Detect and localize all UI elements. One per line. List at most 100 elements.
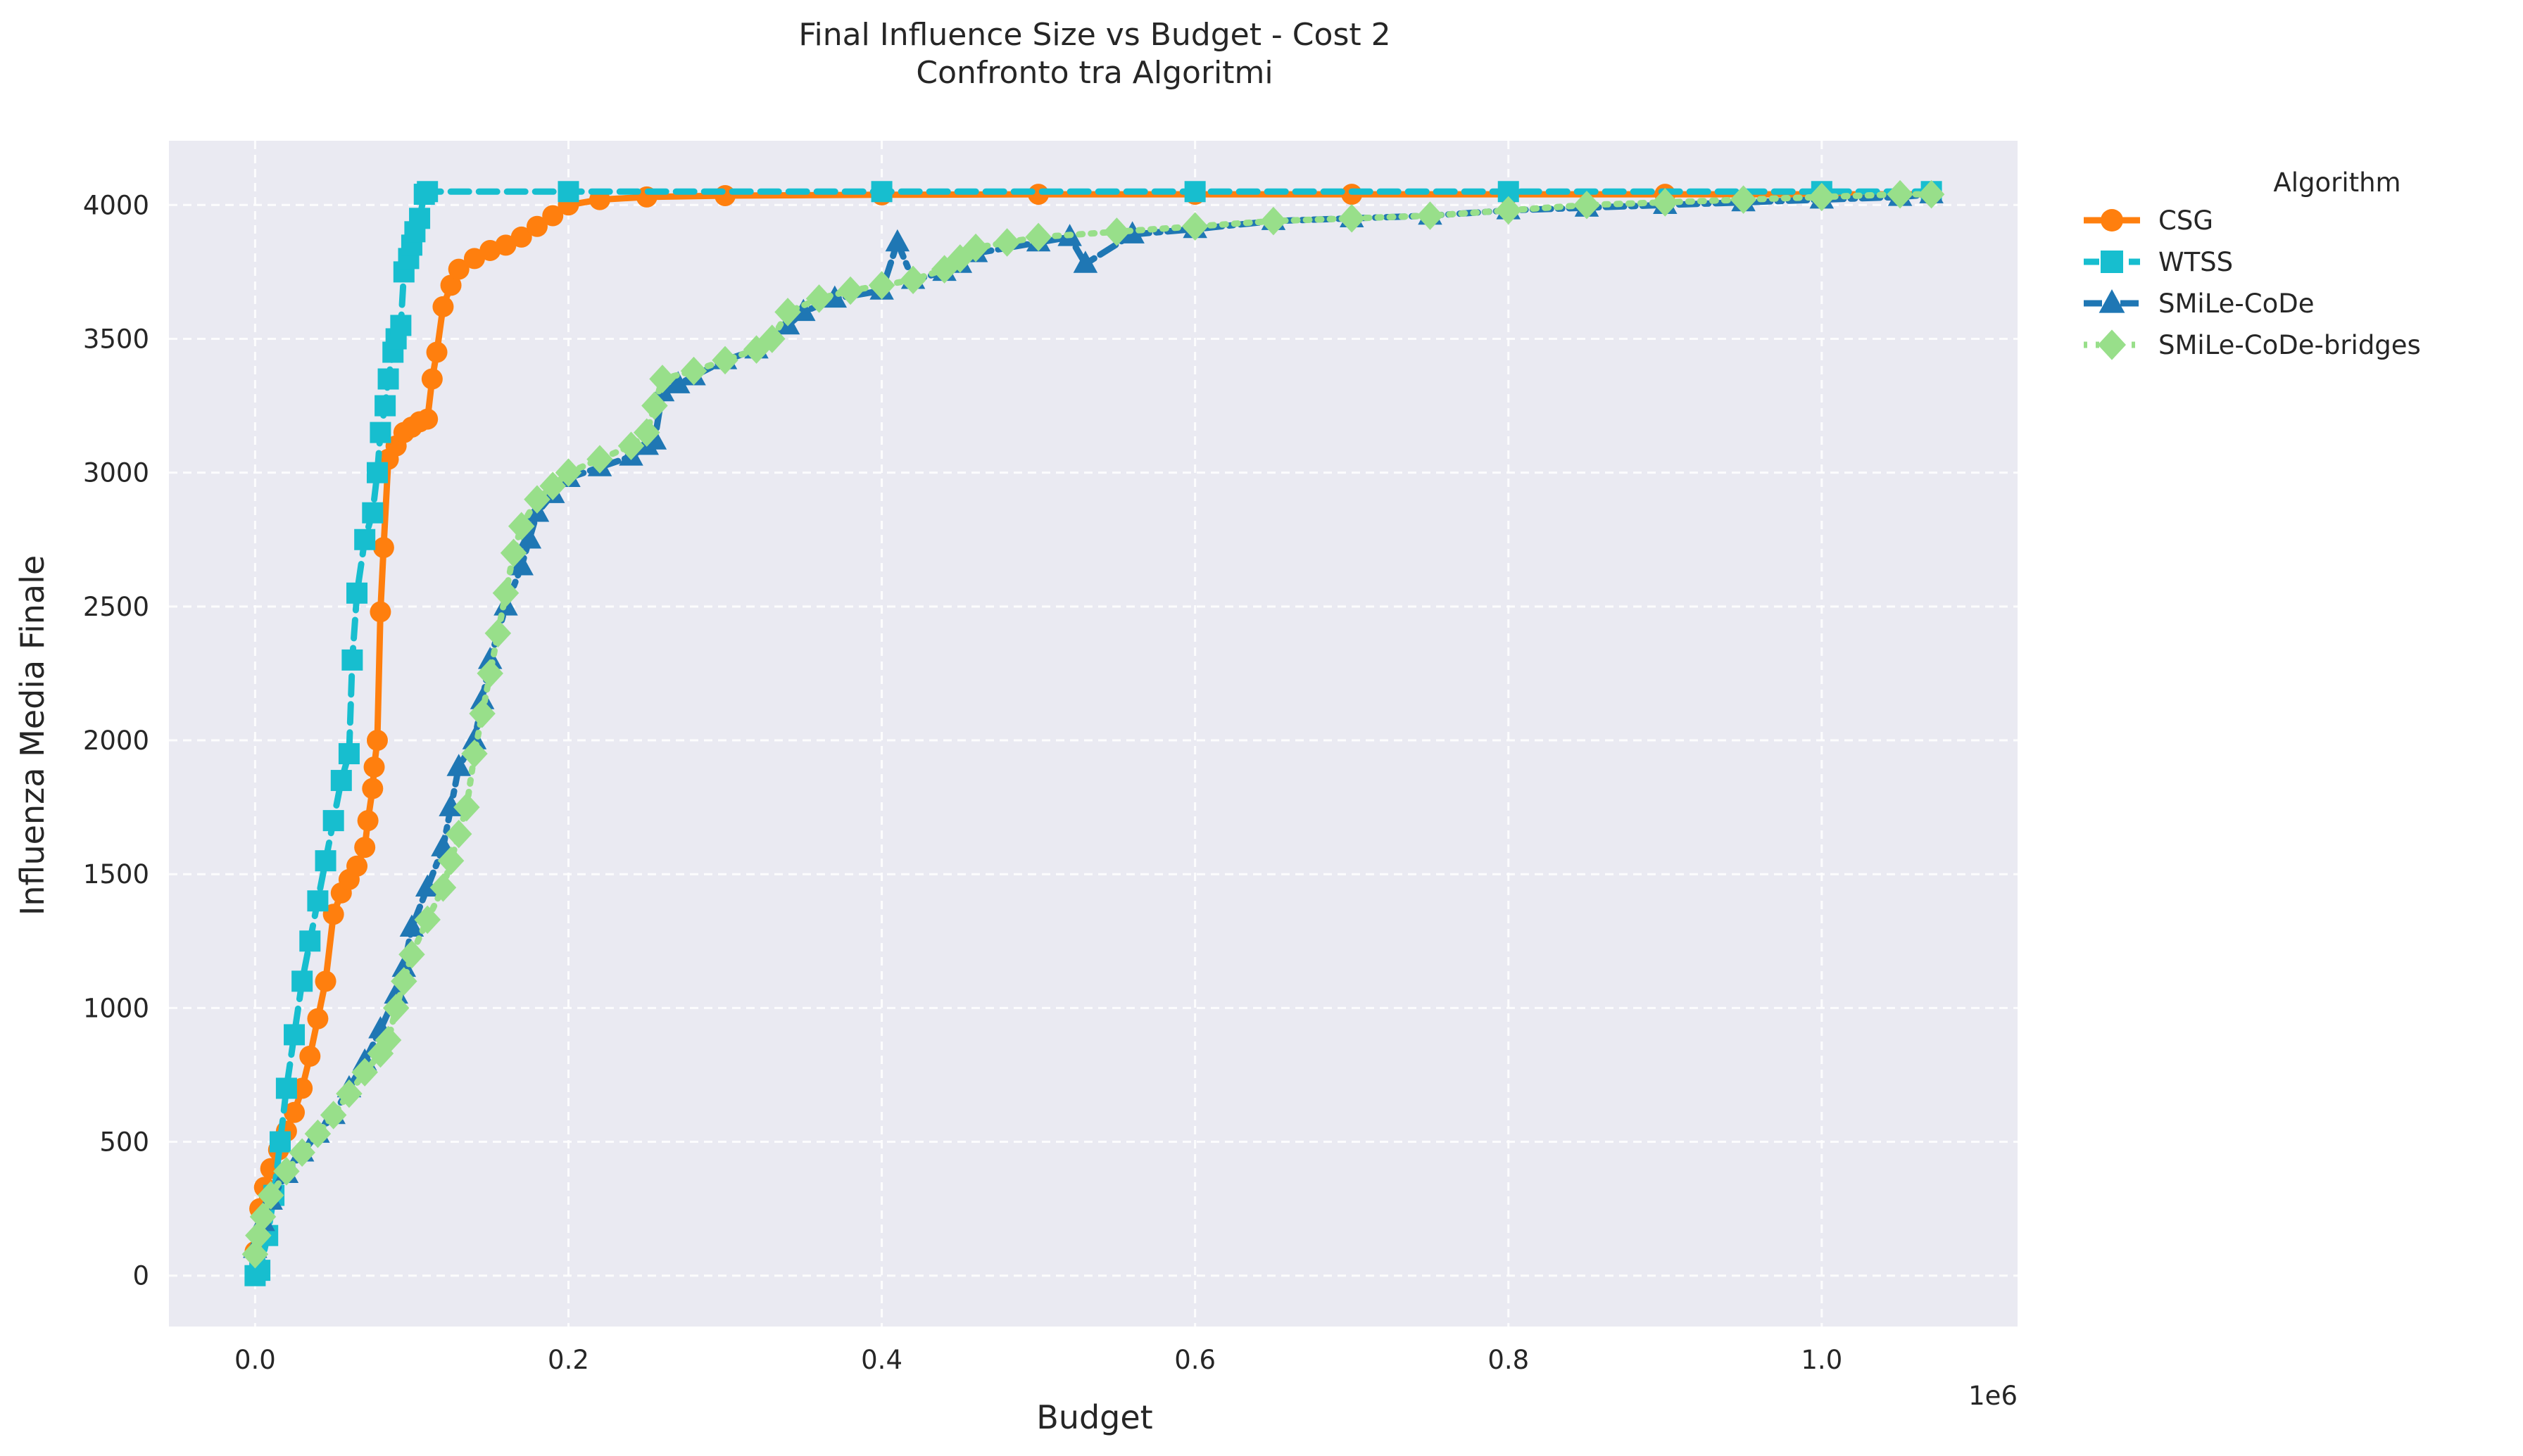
marker-circle — [421, 368, 443, 390]
marker-diamond — [382, 994, 410, 1023]
y-tick-label: 0 — [132, 1261, 149, 1291]
marker-diamond — [273, 1157, 300, 1186]
marker-diamond — [1338, 204, 1365, 233]
marker-square — [417, 181, 439, 203]
marker-square — [2101, 251, 2123, 273]
marker-diamond — [774, 298, 801, 327]
marker-diamond — [712, 346, 738, 375]
marker-triangle — [666, 371, 691, 393]
marker-square — [354, 528, 376, 550]
marker-diamond — [320, 1101, 347, 1129]
marker-square — [330, 770, 352, 792]
marker-diamond — [1573, 191, 1600, 220]
marker-circle — [432, 296, 454, 317]
marker-diamond — [437, 846, 465, 875]
marker-square — [275, 1077, 297, 1099]
legend-title: Algorithm — [2273, 167, 2401, 198]
marker-square — [362, 502, 384, 524]
marker-square — [558, 181, 579, 203]
marker-diamond — [993, 228, 1021, 257]
marker-triangle — [2099, 289, 2125, 313]
marker-diamond — [900, 265, 926, 295]
marker-circle — [2101, 209, 2123, 232]
marker-diamond — [249, 1202, 277, 1232]
y-tick-label: 2500 — [83, 592, 149, 622]
series-group — [241, 179, 1945, 1286]
marker-diamond — [1025, 222, 1052, 252]
y-tick-label: 2000 — [83, 726, 149, 756]
marker-diamond — [759, 324, 786, 353]
y-tick-labels: 0 500 1000 1500 2000 2500 3000 3500 4000 — [83, 190, 149, 1291]
marker-circle — [463, 248, 485, 270]
marker-circle — [363, 757, 385, 778]
marker-diamond — [375, 1025, 402, 1055]
marker-diamond — [461, 739, 488, 768]
marker-diamond — [586, 445, 613, 474]
marker-triangle — [509, 553, 534, 576]
marker-diamond — [241, 1240, 269, 1269]
marker-diamond — [524, 485, 550, 514]
marker-square — [390, 315, 412, 336]
x-offset-label: 1e6 — [1968, 1381, 2018, 1411]
marker-circle — [315, 970, 336, 992]
marker-diamond — [868, 271, 895, 300]
marker-square — [338, 743, 360, 765]
y-tick-label: 500 — [99, 1127, 149, 1158]
marker-square — [346, 582, 368, 604]
marker-circle — [417, 408, 439, 430]
marker-diamond — [336, 1079, 363, 1108]
marker-diamond — [304, 1119, 332, 1148]
marker-circle — [715, 184, 736, 206]
marker-diamond — [962, 233, 989, 262]
marker-diamond — [445, 819, 472, 849]
marker-circle — [495, 234, 517, 256]
marker-triangle — [391, 954, 417, 977]
marker-triangle — [477, 647, 503, 669]
marker-diamond — [257, 1181, 284, 1210]
y-tick-label: 1500 — [83, 859, 149, 890]
x-tick-label: 0.8 — [1487, 1345, 1529, 1375]
legend-label: CSG — [2158, 205, 2213, 236]
marker-diamond — [680, 356, 707, 386]
marker-diamond — [649, 365, 676, 393]
marker-triangle — [462, 727, 487, 749]
marker-square — [409, 208, 431, 229]
marker-circle — [284, 1101, 306, 1123]
x-tick-labels: 0.0 0.2 0.4 0.6 0.8 1.0 — [234, 1345, 1842, 1375]
marker-square — [284, 1024, 306, 1046]
marker-circle — [299, 1045, 321, 1067]
marker-diamond — [477, 659, 503, 688]
marker-circle — [366, 730, 388, 752]
y-tick-label: 4000 — [83, 190, 149, 220]
legend-label: WTSS — [2158, 247, 2233, 277]
marker-diamond — [351, 1058, 378, 1087]
marker-triangle — [446, 754, 471, 776]
marker-diamond — [508, 512, 535, 540]
marker-diamond — [453, 792, 480, 822]
marker-square — [375, 395, 396, 417]
marker-square — [366, 462, 388, 483]
y-tick-label: 1000 — [83, 993, 149, 1023]
marker-square — [370, 422, 391, 443]
marker-diamond — [391, 967, 417, 996]
marker-circle — [357, 810, 379, 832]
marker-square — [270, 1131, 291, 1153]
x-axis-label: Budget — [1036, 1398, 1152, 1436]
x-tick-label: 0.2 — [548, 1345, 589, 1375]
marker-diamond — [1416, 201, 1444, 230]
marker-diamond — [429, 873, 457, 902]
marker-square — [322, 810, 344, 832]
marker-circle — [542, 205, 564, 227]
marker-diamond — [398, 940, 425, 969]
plot-area — [169, 141, 2018, 1327]
marker-diamond — [1887, 179, 1913, 209]
marker-square — [377, 368, 399, 390]
marker-diamond — [641, 391, 668, 420]
marker-circle — [426, 341, 448, 363]
y-axis-label: Influenza Media Finale — [13, 555, 51, 916]
marker-circle — [370, 601, 391, 623]
marker-diamond — [2098, 329, 2126, 360]
marker-square — [299, 930, 321, 952]
marker-triangle — [399, 914, 424, 937]
